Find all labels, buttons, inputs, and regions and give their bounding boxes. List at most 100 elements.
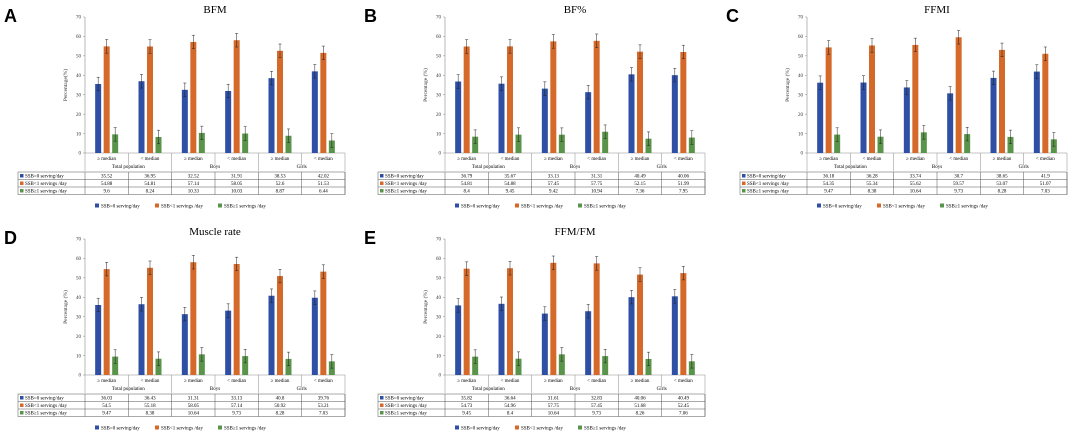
x-group-label: Boys (210, 165, 220, 170)
panel-letter: B (364, 6, 377, 26)
table-cell: 8.28 (998, 190, 1007, 195)
y-tick-label: 50 (436, 277, 442, 282)
bar-D-s2-c1 (155, 358, 162, 375)
bar-D-s1-c1 (147, 267, 153, 375)
bar-C-s2-c0 (834, 134, 841, 153)
table-cell: 52.15 (634, 182, 646, 187)
table-cell: 55.18 (144, 404, 156, 409)
y-tick-label: 70 (436, 16, 442, 21)
legend-swatch (877, 203, 881, 208)
table-row-label: SSB≥1 servings /day (25, 412, 67, 417)
x-tick-label: ≥ median (271, 379, 290, 384)
table-cell: 42.02 (318, 175, 330, 180)
bar-B-s1-c0 (463, 46, 470, 153)
table-cell: 53.07 (996, 182, 1008, 187)
table-row-label: SSB≥1 servings /day (385, 190, 427, 195)
bar-E-s0-c0 (455, 305, 462, 375)
legend-label: SSB=0 serving/day (101, 205, 140, 210)
x-group-label: Boys (932, 165, 942, 170)
table-cell: 54.81 (461, 182, 473, 187)
table-cell: 9.45 (462, 412, 471, 417)
table-legend-swatch (380, 181, 384, 185)
table-cell: 7.95 (679, 190, 688, 195)
table-cell: 32.52 (188, 175, 200, 180)
x-group-label: Total population (472, 165, 505, 170)
table-cell: 40.06 (634, 397, 646, 402)
x-group-label: Girls (657, 387, 667, 392)
table-cell: 40.49 (634, 175, 646, 180)
table-cell: 52.6 (276, 182, 285, 187)
y-tick-label: 0 (79, 152, 82, 157)
x-tick-label: < median (141, 379, 160, 384)
table-cell: 31.31 (591, 175, 603, 180)
bar-C-s0-c4 (990, 77, 997, 153)
legend-swatch (95, 203, 99, 208)
bar-D-s0-c1 (138, 304, 145, 375)
legend-swatch (218, 425, 222, 430)
bar-C-s1-c2 (912, 44, 919, 153)
y-tick-label: 40 (436, 74, 442, 79)
bar-E-s2-c1 (515, 358, 522, 375)
y-axis-label: Percentage (%) (422, 68, 429, 102)
y-tick-label: 50 (798, 55, 804, 60)
bar-C-s2-c3 (964, 134, 971, 153)
bar-C-s0-c1 (860, 82, 867, 153)
bar-B-s2-c0 (472, 136, 479, 153)
legend-label: SSB<1 servings /day (521, 427, 563, 432)
panel-letter: D (4, 228, 17, 248)
x-tick-label: ≥ median (97, 379, 116, 384)
x-tick-label: < median (587, 379, 606, 384)
y-tick-label: 50 (76, 55, 82, 60)
data-table (739, 171, 1068, 195)
x-group-label: Total population (472, 387, 505, 392)
bar-A-s1-c2 (190, 41, 197, 154)
table-cell: 59.57 (953, 182, 965, 187)
table-cell: 8.24 (146, 190, 155, 195)
table-cell: 9.42 (549, 190, 558, 195)
table-cell: 8.87 (276, 190, 285, 195)
legend-label: SSB=0 serving/day (823, 205, 862, 210)
table-cell: 10.64 (188, 412, 200, 417)
bar-B-s0-c0 (455, 81, 462, 153)
table-legend-swatch (380, 411, 384, 415)
y-axis-label: Percentage (%) (784, 68, 791, 102)
x-group-label: Girls (297, 387, 307, 392)
x-tick-label: ≥ median (906, 157, 925, 162)
table-cell: 58.05 (231, 182, 243, 187)
y-tick-label: 20 (436, 113, 442, 118)
x-group-label: Boys (210, 387, 220, 392)
table-legend-swatch (20, 189, 24, 193)
y-axis-label: Percentage(%) (62, 69, 69, 102)
table-row-label: SSB=0 serving/day (385, 175, 424, 180)
legend-swatch (218, 203, 222, 208)
table-cell: 55.62 (910, 182, 922, 187)
panel-letter: C (726, 6, 739, 26)
table-row-label: SSB<1 servings /day (25, 182, 67, 187)
table-cell: 33.13 (548, 175, 560, 180)
x-tick-label: ≥ median (271, 157, 290, 162)
table-cell: 10.33 (188, 190, 200, 195)
x-tick-label: ≥ median (993, 157, 1012, 162)
bar-C-s0-c0 (817, 82, 824, 153)
bar-B-s1-c3 (593, 40, 600, 153)
bar-B-s1-c5 (680, 51, 687, 153)
table-legend-swatch (20, 403, 24, 407)
x-tick-label: < median (501, 379, 520, 384)
legend-label: SSB≥1 servings /day (224, 205, 266, 210)
table-cell: 38.65 (996, 175, 1008, 180)
y-tick-label: 30 (436, 93, 442, 98)
bar-B-s0-c2 (541, 88, 548, 153)
bar-D-s2-c2 (198, 354, 205, 375)
x-tick-label: < median (863, 157, 882, 162)
table-cell: 8.26 (636, 412, 645, 417)
table-cell: 7.06 (679, 412, 688, 417)
table-cell: 51.99 (678, 182, 690, 187)
bar-C-s2-c2 (920, 132, 927, 153)
bar-E-s0-c2 (541, 313, 548, 375)
bar-A-s0-c4 (268, 78, 275, 153)
x-tick-label: ≥ median (457, 157, 476, 162)
panel-letter: A (4, 6, 17, 26)
data-table (377, 393, 706, 417)
x-tick-label: < median (227, 157, 246, 162)
